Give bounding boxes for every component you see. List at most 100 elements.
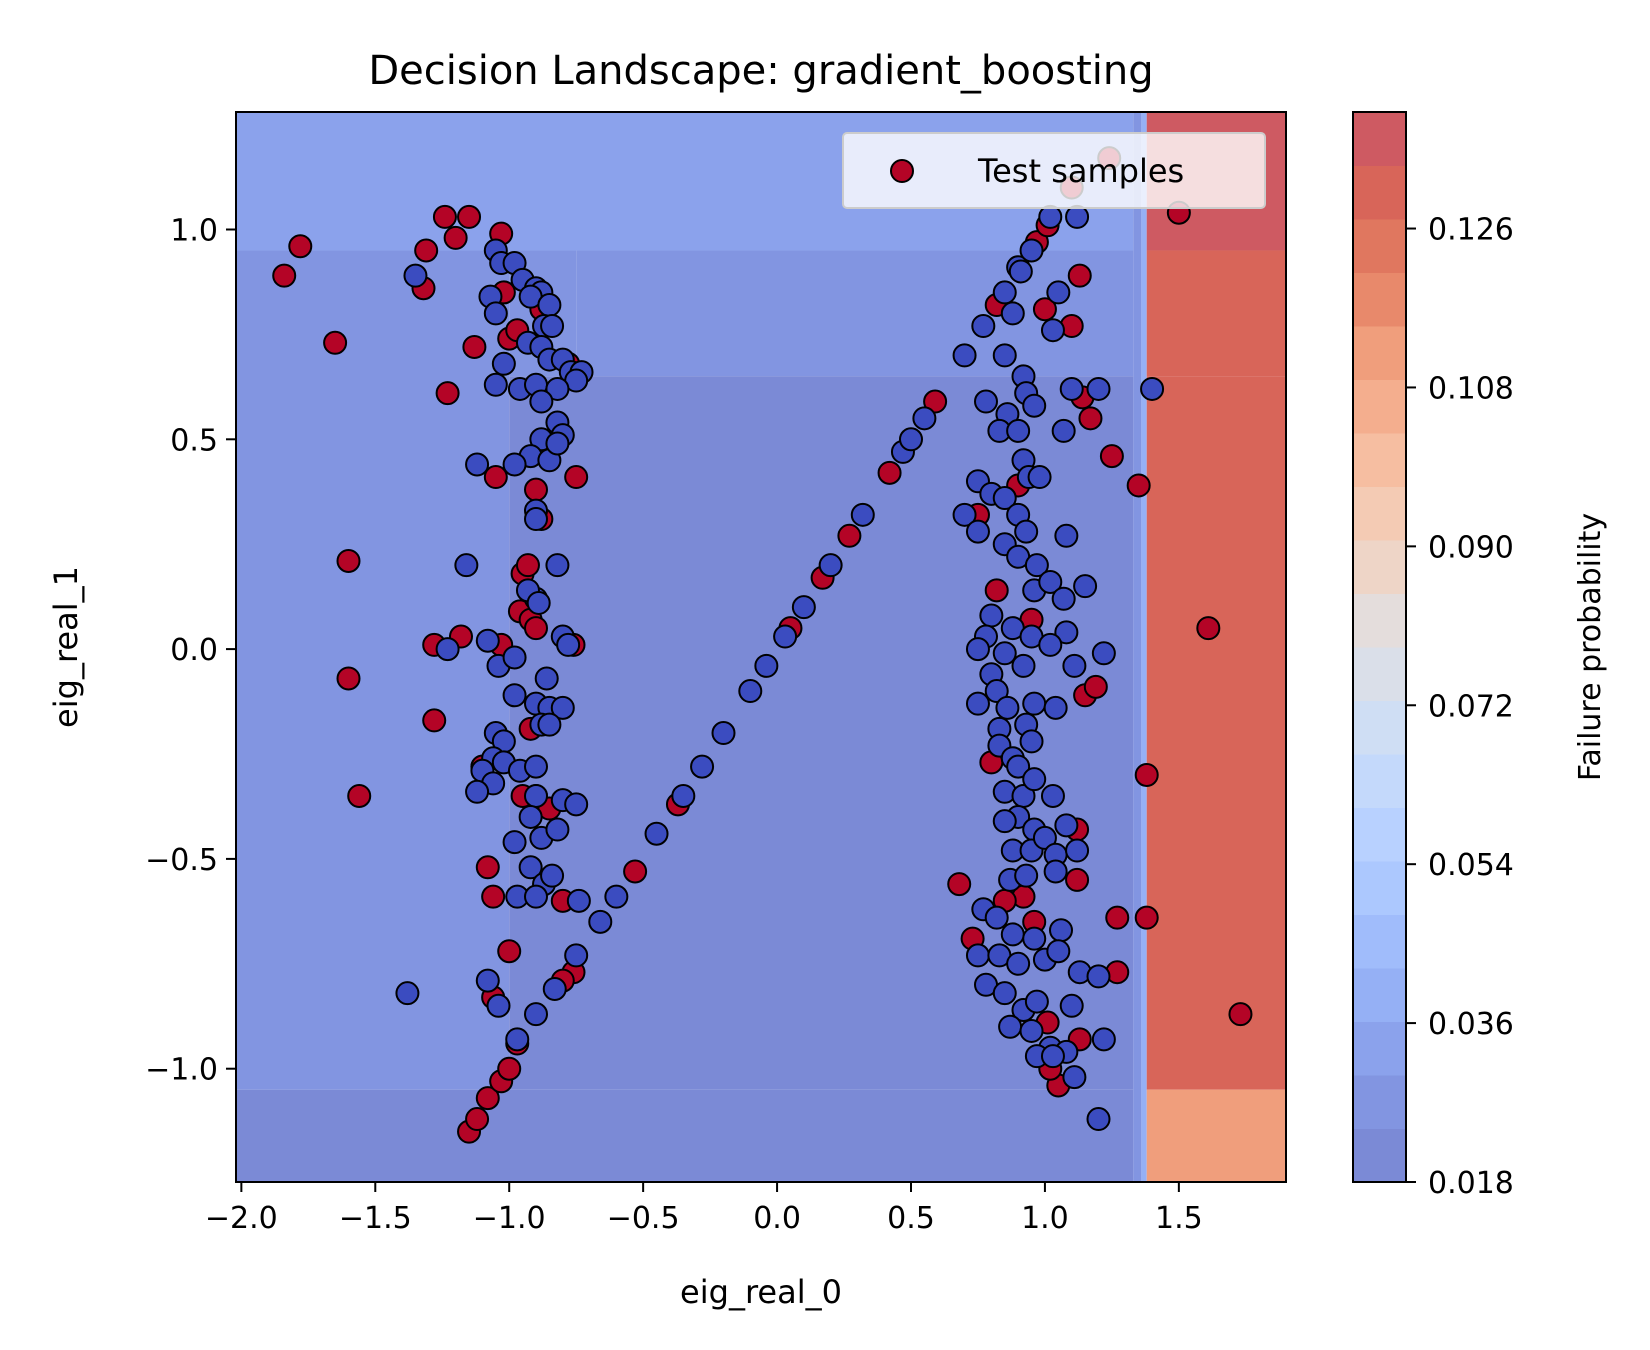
colorbar-band-13 <box>1353 433 1406 487</box>
y-tick-label: −0.5 <box>145 843 218 878</box>
colorbar-tick-label: 0.072 <box>1428 689 1514 724</box>
sample-point-1-36 <box>465 452 490 477</box>
sample-point-0-9 <box>422 708 447 733</box>
sample-point-1-81 <box>542 976 567 1001</box>
sample-point-0-68 <box>1126 473 1151 498</box>
sample-point-1-178 <box>1000 922 1025 947</box>
sample-point-0-39 <box>564 465 589 490</box>
sample-point-1-153 <box>1043 695 1068 720</box>
y-axis-label: eig_real_1 <box>47 566 85 728</box>
sample-point-1-71 <box>518 855 543 880</box>
decision-regions <box>236 112 1286 1182</box>
sample-point-1-106 <box>1059 376 1084 401</box>
decision-region-7 <box>1141 112 1147 1182</box>
sample-point-0-3 <box>336 548 361 573</box>
sample-point-0-74 <box>984 578 1009 603</box>
sample-point-1-145 <box>1091 641 1116 666</box>
sample-point-1-144 <box>992 641 1017 666</box>
sample-point-1-129 <box>1054 523 1079 548</box>
sample-point-1-85 <box>644 821 669 846</box>
sample-point-0-86 <box>947 872 972 897</box>
colorbar-tick-label: 0.090 <box>1428 530 1514 565</box>
sample-point-1-90 <box>754 653 779 678</box>
x-tick-label: 0.5 <box>887 1201 935 1236</box>
sample-point-0-56 <box>837 523 862 548</box>
sample-point-1-174 <box>1043 859 1068 884</box>
sample-point-0-4 <box>336 666 361 691</box>
sample-point-1-199 <box>1091 1027 1116 1052</box>
sample-point-1-107 <box>1086 376 1111 401</box>
sample-point-1-84 <box>604 884 629 909</box>
test-sample-points <box>272 146 1253 1144</box>
sample-point-1-128 <box>1014 519 1039 544</box>
sample-point-0-79 <box>1065 867 1090 892</box>
sample-point-0-58 <box>923 389 948 414</box>
sample-point-1-202 <box>1065 204 1090 229</box>
sample-point-1-74 <box>524 884 548 909</box>
sample-point-1-78 <box>540 863 565 888</box>
sample-point-1-180 <box>1049 918 1073 943</box>
sample-point-1-79 <box>505 1027 530 1052</box>
sample-point-1-39 <box>545 553 570 578</box>
sample-point-1-124 <box>992 486 1017 511</box>
colorbar-band-19 <box>1353 112 1406 166</box>
sample-point-1-52 <box>550 695 575 720</box>
sample-point-1-185 <box>1046 939 1071 964</box>
sample-point-0-5 <box>347 783 372 808</box>
sample-point-1-163 <box>1040 783 1065 808</box>
sample-point-1-156 <box>1019 729 1044 754</box>
sample-point-1-104 <box>1046 280 1071 305</box>
sample-point-1-62 <box>524 754 548 779</box>
sample-point-1-191 <box>998 1014 1023 1039</box>
colorbar-ticks: 0.018 0.036 0.054 0.072 0.090 0.108 0.126 <box>1406 213 1514 1201</box>
sample-point-1-48 <box>534 666 559 691</box>
sample-point-0-82 <box>1134 762 1159 787</box>
sample-point-1-177 <box>984 905 1009 930</box>
sample-point-1-68 <box>502 830 527 855</box>
y-tick-label: 0.5 <box>170 423 218 458</box>
sample-point-1-127 <box>965 519 990 544</box>
y-axis-ticks: −1.0 −0.5 0.0 0.5 1.0 <box>145 213 236 1088</box>
colorbar-band-0 <box>1353 1128 1406 1183</box>
sample-point-1-136 <box>1051 586 1076 611</box>
sample-point-1-9 <box>483 372 508 397</box>
sample-point-0-57 <box>877 460 902 485</box>
sample-point-1-111 <box>992 343 1017 368</box>
sample-point-1-77 <box>486 993 511 1018</box>
sample-point-1-87 <box>690 754 715 779</box>
sample-point-1-27 <box>545 376 570 401</box>
sample-point-1-34 <box>545 431 570 456</box>
sample-point-0-53 <box>623 859 648 884</box>
sample-point-1-175 <box>1065 838 1090 863</box>
sample-point-1-94 <box>850 502 875 527</box>
sample-point-1-167 <box>1054 813 1079 838</box>
sample-point-1-134 <box>1038 569 1063 594</box>
decision-region-10 <box>1146 376 1286 1090</box>
sample-point-1-99 <box>971 314 996 338</box>
sample-point-0-2 <box>323 330 348 355</box>
sample-point-1-137 <box>979 603 1004 628</box>
colorbar-band-8 <box>1353 700 1406 755</box>
sample-point-0-63 <box>1067 263 1092 288</box>
sample-point-1-15 <box>537 293 562 318</box>
sample-point-1-75 <box>566 888 591 913</box>
decision-region-11 <box>1146 1089 1286 1182</box>
colorbar-band-16 <box>1353 272 1406 327</box>
sample-point-1-49 <box>502 683 527 708</box>
sample-point-1-196 <box>1040 1044 1065 1069</box>
sample-point-1-17 <box>540 314 565 338</box>
sample-point-1-47 <box>556 632 581 657</box>
sample-point-0-10 <box>432 204 457 229</box>
colorbar-tick-label: 0.054 <box>1428 848 1514 883</box>
sample-point-1-98 <box>952 343 977 368</box>
sample-point-1-80 <box>524 1002 548 1027</box>
sample-point-1-28 <box>529 389 554 414</box>
sample-point-1-43 <box>475 628 500 653</box>
sample-point-1-82 <box>564 943 589 968</box>
sample-point-1-132 <box>1024 553 1049 578</box>
colorbar-band-3 <box>1353 968 1406 1022</box>
sample-point-1-126 <box>952 502 977 527</box>
sample-point-1-189 <box>1024 989 1049 1014</box>
sample-point-1-97 <box>912 406 937 431</box>
sample-point-1-198 <box>1086 964 1111 989</box>
